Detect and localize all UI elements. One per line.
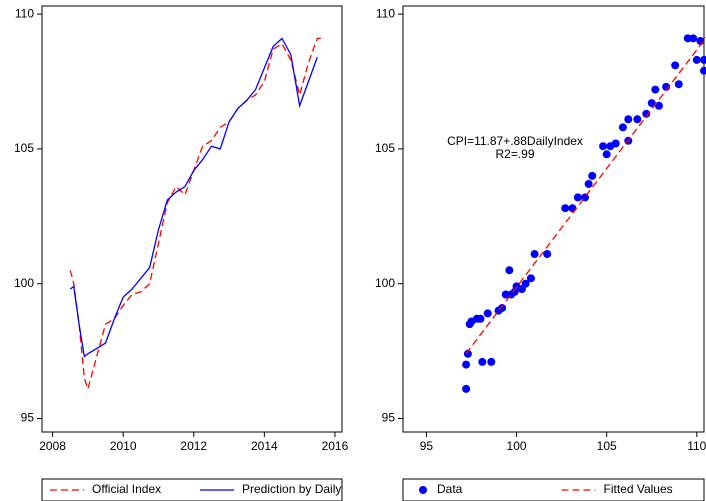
x-tick-label: 100 bbox=[507, 439, 527, 453]
annotation: CPI=11.87+.88DailyIndex bbox=[447, 134, 583, 148]
scatter-point bbox=[521, 279, 530, 288]
scatter-point bbox=[584, 179, 593, 188]
scatter-point bbox=[611, 139, 620, 148]
scatter-point bbox=[662, 82, 671, 91]
scatter-point bbox=[633, 115, 642, 124]
legend-box bbox=[402, 478, 705, 501]
x-tick-label: 105 bbox=[597, 439, 617, 453]
scatter-point bbox=[700, 66, 706, 75]
scatter-point bbox=[647, 99, 656, 108]
scatter-point bbox=[651, 85, 660, 94]
scatter-point bbox=[568, 204, 577, 213]
x-tick-label: 95 bbox=[420, 439, 434, 453]
legend-label: Data bbox=[437, 482, 463, 496]
scatter-point bbox=[602, 150, 611, 159]
y-tick-label: 95 bbox=[382, 411, 396, 425]
scatter-point bbox=[530, 250, 539, 259]
scatter-point bbox=[700, 55, 706, 64]
x-tick-label: 2016 bbox=[322, 439, 349, 453]
scatter-point bbox=[498, 303, 507, 312]
scatter-point bbox=[483, 309, 492, 318]
y-tick-label: 95 bbox=[21, 411, 35, 425]
x-tick-label: 2008 bbox=[39, 439, 66, 453]
scatter-point bbox=[671, 61, 680, 70]
series-line bbox=[69, 37, 321, 392]
y-tick-label: 100 bbox=[14, 276, 34, 290]
y-tick-label: 100 bbox=[375, 276, 395, 290]
series-line bbox=[69, 37, 318, 358]
scatter-point bbox=[692, 55, 701, 64]
scatter-point bbox=[654, 101, 663, 110]
scatter-point bbox=[462, 384, 471, 393]
scatter-point bbox=[505, 266, 514, 275]
scatter-point bbox=[642, 109, 651, 118]
y-tick-label: 110 bbox=[15, 6, 34, 20]
x-tick-label: 2012 bbox=[180, 439, 207, 453]
scatter-point bbox=[543, 250, 552, 259]
plot-frame bbox=[41, 5, 343, 433]
legend-symbol bbox=[419, 486, 427, 494]
scatter-point bbox=[487, 357, 496, 366]
x-tick-label: 2014 bbox=[251, 439, 278, 453]
scatter-point bbox=[696, 37, 705, 46]
scatter-point bbox=[624, 115, 633, 124]
legend-label: Official Index bbox=[92, 482, 161, 496]
x-tick-label: 2010 bbox=[110, 439, 137, 453]
annotation: R2=.99 bbox=[495, 147, 534, 161]
scatter-point bbox=[476, 314, 485, 323]
scatter-point bbox=[463, 349, 472, 358]
legend-label: Fitted Values bbox=[604, 482, 673, 496]
legend-box bbox=[41, 478, 343, 501]
y-tick-label: 105 bbox=[375, 141, 395, 155]
scatter-point bbox=[618, 123, 627, 132]
scatter-point bbox=[674, 80, 683, 89]
series-line bbox=[465, 36, 706, 354]
scatter-point bbox=[689, 34, 698, 43]
scatter-point bbox=[573, 193, 582, 202]
plot-frame bbox=[402, 5, 705, 433]
scatter-point bbox=[462, 360, 471, 369]
scatter-point bbox=[588, 171, 597, 180]
scatter-point bbox=[599, 142, 608, 151]
scatter-point bbox=[561, 204, 570, 213]
y-tick-label: 105 bbox=[14, 141, 34, 155]
x-tick-label: 110 bbox=[687, 439, 706, 453]
scatter-point bbox=[526, 274, 535, 283]
legend-label: Prediction by Daily bbox=[242, 482, 341, 496]
scatter-point bbox=[478, 357, 487, 366]
y-tick-label: 110 bbox=[376, 6, 395, 20]
